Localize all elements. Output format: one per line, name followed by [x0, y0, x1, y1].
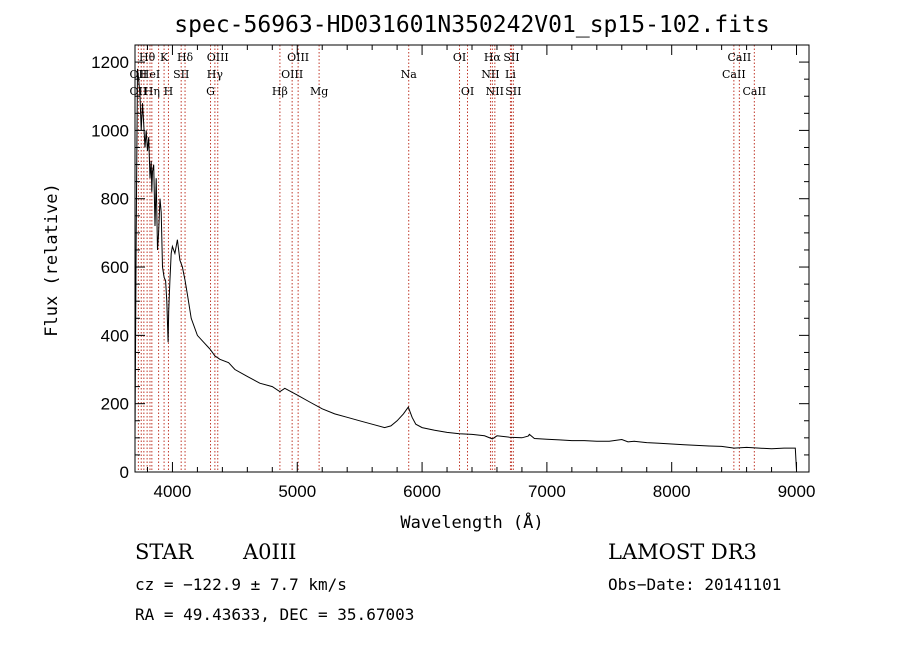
line-label: Hα: [484, 51, 502, 64]
x-tick-label: 7000: [528, 482, 566, 501]
line-label: CaII: [728, 51, 752, 64]
line-label: OIII: [281, 68, 303, 81]
line-label: Na: [401, 68, 418, 81]
y-tick-label: 800: [101, 190, 129, 209]
line-label: SII: [503, 51, 519, 64]
line-label: OIII: [287, 51, 309, 64]
x-axis: 4000 5000 6000 7000 8000 9000: [146, 45, 816, 501]
line-label: Mg: [310, 85, 328, 98]
x-tick-label: 9000: [778, 482, 816, 501]
line-label: OIII: [207, 51, 229, 64]
line-label: SII: [173, 68, 189, 81]
x-axis-label: Wavelength (Å): [400, 511, 543, 533]
line-label: HeI: [140, 68, 160, 81]
line-label: H: [164, 85, 174, 98]
line-label: Hβ: [272, 85, 288, 98]
y-tick-label: 0: [120, 463, 129, 482]
line-label: OI: [453, 51, 466, 64]
spectral-line-markers: [137, 45, 755, 472]
line-label: Li: [505, 68, 516, 81]
x-tick-label: 6000: [403, 482, 441, 501]
y-axis-label: Flux (relative): [42, 183, 62, 337]
x-tick-label: 8000: [653, 482, 691, 501]
object-type: STAR: [135, 540, 194, 564]
line-label: CaII: [722, 68, 746, 81]
y-axis: 0 200 400 600 800 1000 1200: [91, 53, 809, 482]
line-label: Hγ: [207, 68, 224, 81]
redshift-velocity: cz = −122.9 ± 7.7 km/s: [135, 575, 347, 594]
line-label: CaII: [742, 85, 766, 98]
line-label: NII: [481, 68, 499, 81]
coordinates: RA = 49.43633, DEC = 35.67003: [135, 605, 415, 624]
line-label: OII: [130, 85, 148, 98]
line-label: NII: [486, 85, 504, 98]
y-tick-label: 1200: [91, 53, 129, 72]
line-label: Hη: [144, 85, 160, 98]
line-label: OI: [461, 85, 474, 98]
line-label: K: [160, 51, 169, 64]
y-tick-label: 1000: [91, 121, 129, 140]
y-tick-label: 600: [101, 258, 129, 277]
plot-frame: [134, 44, 810, 473]
line-label: G: [206, 85, 215, 98]
y-tick-label: 400: [101, 326, 129, 345]
line-label: SII: [505, 85, 521, 98]
y-tick-label: 200: [101, 395, 129, 414]
x-tick-label: 5000: [278, 482, 316, 501]
x-tick-label: 4000: [154, 482, 192, 501]
line-label: Hθ: [139, 51, 156, 64]
survey-name: LAMOST DR3: [608, 540, 757, 564]
chart-title: spec-56963-HD031601N350242V01_sp15-102.f…: [174, 12, 769, 38]
line-label: Hδ: [177, 51, 194, 64]
observation-date: Obs−Date: 20141101: [608, 575, 782, 594]
flux-series-line: [134, 68, 797, 471]
object-subclass: A0III: [243, 540, 297, 564]
